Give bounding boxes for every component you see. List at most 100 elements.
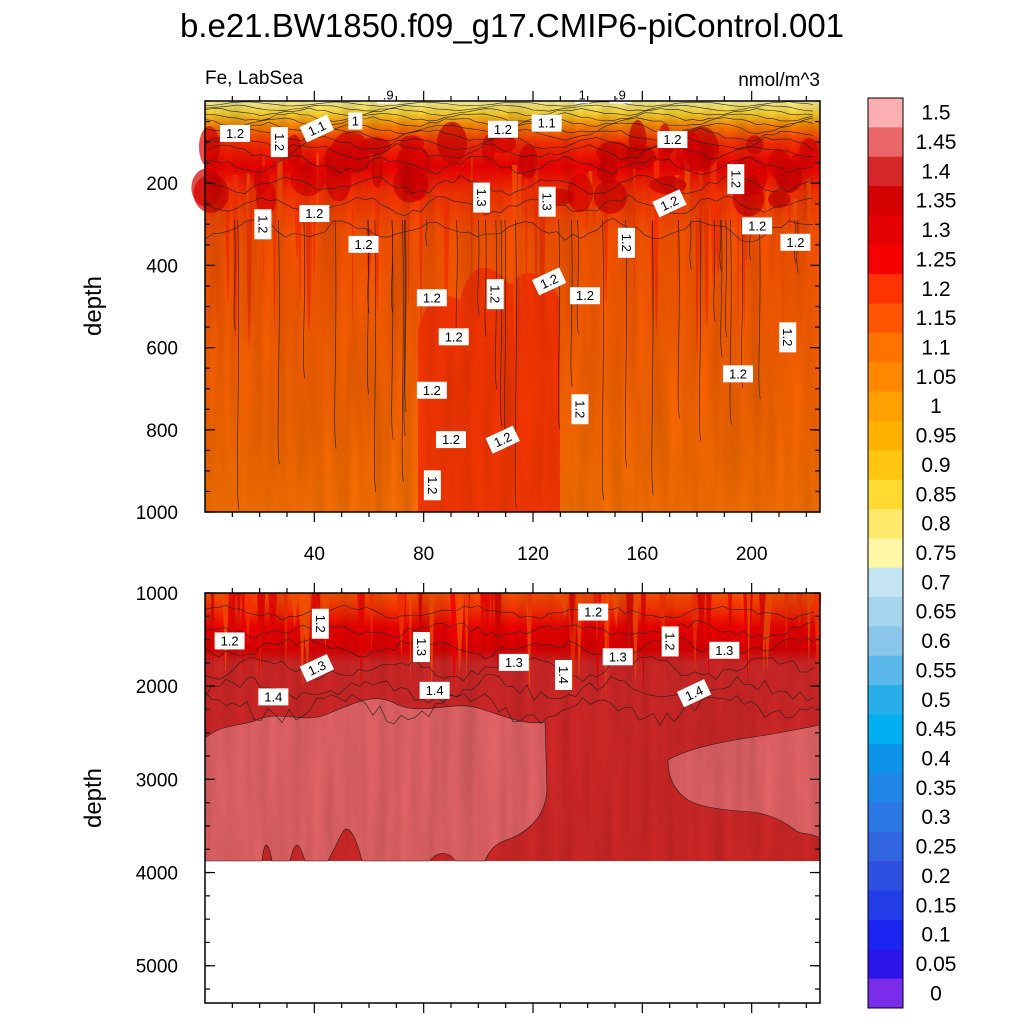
colorbar-label: 1 — [930, 395, 942, 418]
colorbar-label: 1.05 — [916, 366, 957, 389]
colorbar-label: 0.9 — [921, 454, 950, 477]
ytick-label: 2000 — [136, 677, 178, 698]
colorbar-label: 0.75 — [916, 542, 957, 565]
contour-label-text: 1.4 — [556, 666, 571, 684]
colorbar-swatch — [868, 861, 903, 892]
contour-label: 1.2 — [571, 394, 589, 425]
contour-label-text: 1.1 — [305, 118, 328, 139]
contour-label: 1.2 — [485, 425, 520, 454]
colorbar-label: 0.85 — [916, 483, 957, 506]
contour-label-box — [299, 205, 330, 223]
contour-label: 1.2 — [727, 164, 745, 195]
contour-label: 1.3 — [538, 186, 556, 217]
contour-label-box — [742, 217, 773, 235]
contour-label-box — [423, 470, 441, 501]
colorbar-swatch — [868, 655, 903, 686]
bottom-axis-ticks: 1000 2000 3000 4000 5000 — [136, 583, 820, 1013]
xtick-label: 200 — [736, 544, 768, 565]
contour-label-text: 1.2 — [313, 615, 328, 633]
top-vertical-contour — [720, 219, 723, 357]
top-contour-line — [204, 101, 814, 107]
contour-label: 1.1 — [299, 114, 335, 143]
top-contour-line — [204, 104, 814, 112]
contour-label-box — [436, 431, 466, 449]
bottom-contour-labels: 1.2 1.2 1.3 1.4 1.3 1.4 1.3 1.4 1.2 1.3 1.2 1.3 1.4 — [214, 603, 740, 708]
contour-label: 1.2 — [617, 227, 635, 258]
contour-label-box — [617, 227, 635, 258]
contour-label-box — [348, 112, 363, 130]
contour-label-text: 1.2 — [423, 383, 441, 398]
top-contour-line — [204, 143, 814, 161]
contour-label-text: 1.4 — [683, 683, 706, 704]
contour-label: 1.2 — [299, 205, 330, 223]
colorbar-swatch — [868, 98, 903, 128]
contour-label-text: 1.2 — [445, 329, 463, 344]
contour-label-text: 1.2 — [786, 235, 804, 250]
xtick-label: 40 — [304, 544, 325, 565]
contour-label-text: 1.2 — [255, 215, 270, 233]
contour-label-box — [348, 235, 379, 253]
ytick-label: 3000 — [136, 770, 178, 791]
contour-label-text: 1.2 — [748, 218, 766, 233]
colorbar-label: 0 — [930, 982, 942, 1005]
colorbar-label: 0.65 — [916, 601, 957, 624]
contour-label-text: 1.2 — [442, 432, 460, 447]
contour-label: 1 — [348, 112, 363, 130]
contour-label: 1.4 — [258, 688, 289, 706]
colorbar-label: 1.15 — [916, 307, 957, 330]
contour-label-text: 1.2 — [658, 193, 681, 214]
top-vertical-contour — [233, 219, 236, 330]
contour-label-text: 1.3 — [305, 657, 328, 678]
colorbar-label: 0.55 — [916, 659, 957, 682]
top-contour-lines — [204, 101, 814, 510]
contour-label: 1.1 — [531, 114, 562, 132]
contour-label-box — [498, 653, 529, 671]
top-vertical-contour — [758, 219, 761, 400]
colorbar-label: 1.3 — [921, 219, 950, 242]
contour-label: 1.2 — [487, 120, 518, 138]
contour-label-box — [214, 632, 245, 650]
colorbar-label: 1.2 — [921, 278, 950, 301]
colorbar-label: 1.5 — [921, 102, 950, 125]
colorbar-swatch — [868, 274, 903, 304]
top-vertical-contour — [374, 219, 377, 492]
contour-label-box — [727, 164, 745, 195]
colorbar-frame — [867, 97, 904, 1009]
top-contour-labels: 1.2 1.2 1.1 1 1.2 1.2 1.2 1.3 1.2 1.1 1.3 1.2 1.2 1.2… — [220, 86, 811, 501]
contour-label-box — [532, 267, 567, 296]
xtick-label: 160 — [626, 544, 658, 565]
contour-label-text: 1.2 — [619, 234, 634, 252]
contour-label-box — [676, 679, 712, 708]
colorbar-label: 0.95 — [916, 425, 957, 448]
colorbar-swatch — [868, 244, 903, 275]
contour-label-text: 1.3 — [715, 643, 733, 658]
top-contour-line — [204, 107, 814, 117]
contour-label-box — [416, 381, 447, 399]
top-vertical-contour — [391, 219, 394, 440]
colorbar-swatch — [868, 186, 903, 216]
contour-label-box — [661, 626, 679, 657]
contour-label-text: 1.2 — [354, 237, 372, 252]
colorbar-swatch — [868, 420, 903, 451]
contour-label-text: 1.2 — [663, 632, 678, 650]
contour-label: 1.2 — [569, 287, 600, 305]
colorbar-label: 0.2 — [921, 865, 950, 888]
contour-label-box — [311, 608, 329, 639]
top-vertical-contour — [570, 219, 573, 387]
surface-label-text: .9 — [615, 87, 626, 102]
colorbar-label: 0.8 — [921, 513, 950, 536]
bottom-contour-line — [204, 620, 815, 640]
top-vertical-contour — [625, 219, 628, 468]
colorbar-swatch — [868, 127, 903, 158]
surface-label-text: .9 — [383, 87, 394, 102]
surface-label-box — [575, 86, 590, 104]
top-contour-line — [204, 155, 814, 175]
colorbar-swatch — [868, 303, 903, 334]
top-axis-ticks: 200 400 600 800 1000 40 80 120 160 200 — [136, 91, 820, 565]
bottom-texture — [205, 593, 820, 861]
colorbar-label: 1.35 — [916, 190, 957, 213]
contour-label-text: 1.2 — [305, 206, 323, 221]
contour-label: 1.2 — [416, 289, 447, 307]
contour-label-box — [709, 641, 740, 659]
colorbar-swatch — [868, 362, 903, 393]
